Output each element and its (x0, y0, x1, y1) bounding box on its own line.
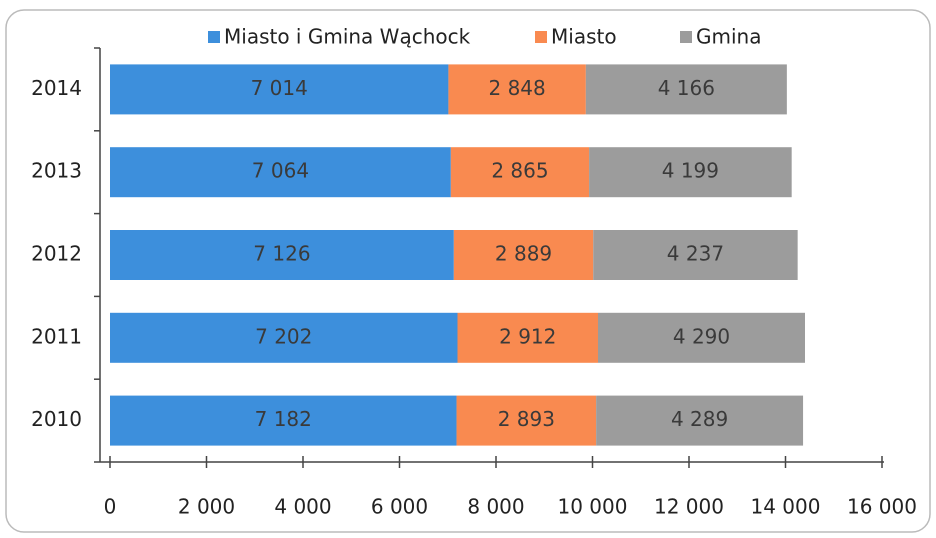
data-label: 2 889 (495, 242, 552, 266)
x-tick-label: 8 000 (467, 495, 524, 519)
legend-label: Miasto (551, 25, 617, 49)
bar-segment (596, 395, 804, 446)
y-tick-label: 2014 (31, 76, 82, 100)
bar-segment (110, 395, 457, 446)
data-label: 2 865 (491, 159, 548, 183)
x-tick-label: 6 000 (371, 495, 428, 519)
bar-segment (457, 312, 599, 363)
data-label: 7 182 (255, 407, 312, 431)
x-tick-label: 10 000 (558, 495, 628, 519)
data-label: 7 014 (251, 76, 308, 100)
y-tick-label: 2010 (31, 407, 82, 431)
data-label: 7 126 (253, 242, 310, 266)
data-label: 2 893 (498, 407, 555, 431)
y-tick-label: 2011 (31, 324, 82, 348)
bar-segment (453, 230, 594, 280)
x-tick-label: 16 000 (847, 495, 917, 519)
y-tick-label: 2013 (31, 159, 82, 183)
bar-segment (456, 395, 597, 446)
bar-segment (110, 147, 451, 198)
x-tick-label: 12 000 (654, 495, 724, 519)
x-tick-label: 4 000 (274, 495, 331, 519)
x-tick-label: 2 000 (178, 495, 235, 519)
bar-segment (448, 64, 586, 115)
bar-segment (593, 230, 798, 280)
legend-swatch (535, 31, 547, 43)
data-label: 7 202 (255, 324, 312, 348)
legend-swatch (680, 31, 692, 43)
bar-segment (110, 64, 449, 115)
bar-segment (450, 147, 590, 198)
data-label: 7 064 (252, 159, 309, 183)
data-label: 4 289 (671, 407, 728, 431)
legend-swatch (208, 31, 220, 43)
bar-segment (110, 312, 458, 363)
data-label: 2 848 (489, 76, 546, 100)
y-tick-label: 2012 (31, 242, 82, 266)
data-label: 4 290 (673, 324, 730, 348)
bar-segment (598, 312, 805, 363)
data-label: 4 237 (667, 242, 724, 266)
legend-label: Gmina (696, 25, 761, 49)
bar-segment (110, 230, 454, 280)
x-tick-label: 14 000 (751, 495, 821, 519)
legend-label: Miasto i Gmina Wąchock (224, 25, 471, 49)
data-label: 4 166 (658, 76, 715, 100)
bar-segment (589, 147, 792, 198)
bar-segment (585, 64, 787, 115)
data-label: 2 912 (499, 324, 556, 348)
x-tick-label: 0 (104, 495, 117, 519)
data-label: 4 199 (662, 159, 719, 183)
